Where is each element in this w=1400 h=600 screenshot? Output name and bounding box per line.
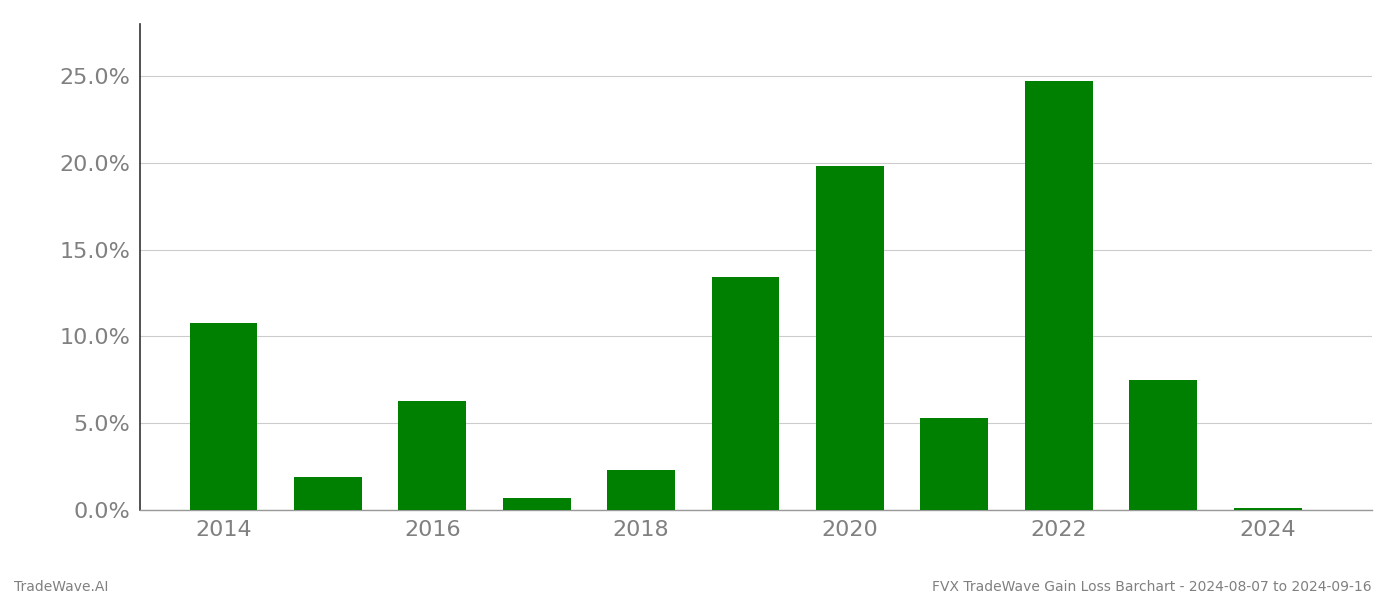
Bar [608,470,675,510]
Bar [920,418,988,510]
Bar [189,323,258,510]
Bar [1130,380,1197,510]
Bar [1233,508,1302,510]
Bar [503,498,571,510]
Bar [1025,81,1093,510]
Bar [711,277,780,510]
Bar [816,166,883,510]
Text: TradeWave.AI: TradeWave.AI [14,580,108,594]
Bar [294,477,361,510]
Text: FVX TradeWave Gain Loss Barchart - 2024-08-07 to 2024-09-16: FVX TradeWave Gain Loss Barchart - 2024-… [932,580,1372,594]
Bar [399,401,466,510]
